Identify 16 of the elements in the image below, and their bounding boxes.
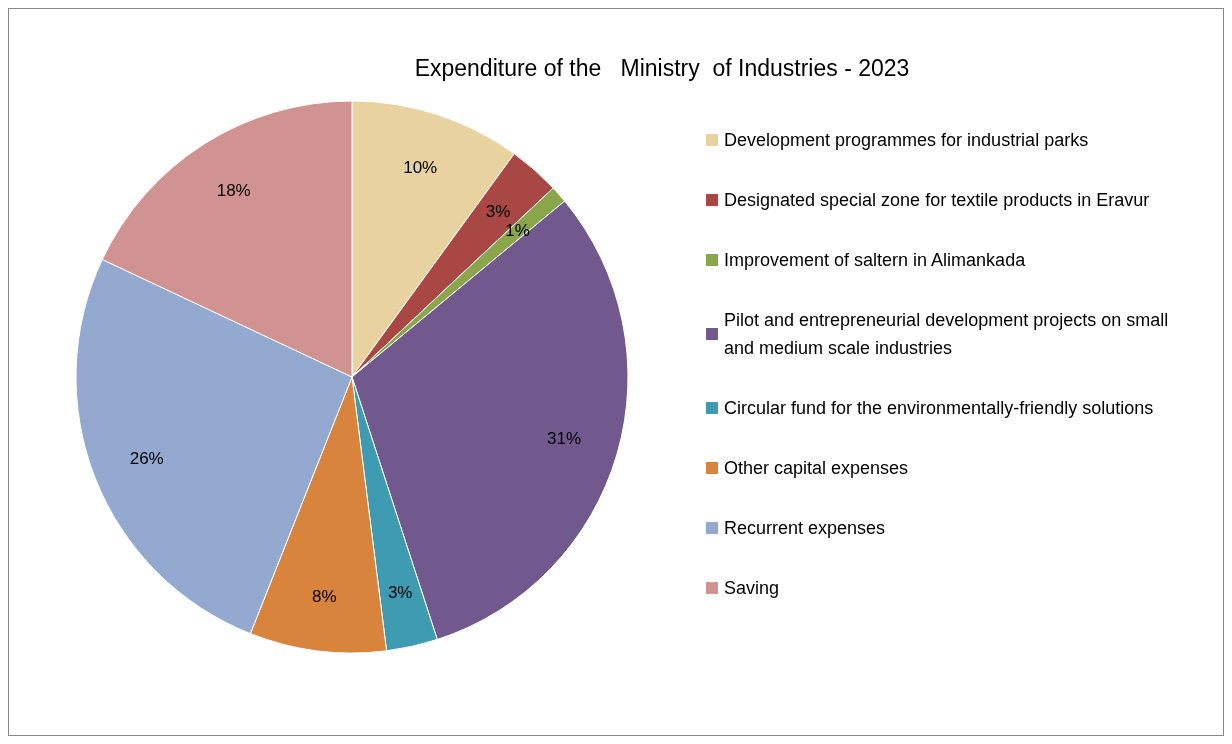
data-label: 10% xyxy=(403,157,438,177)
data-label: 3% xyxy=(387,582,413,602)
legend-label: Development programmes for industrial parks xyxy=(724,130,1089,150)
data-label: 3% xyxy=(485,201,511,221)
legend-label: Improvement of saltern in Alimankada xyxy=(724,250,1027,270)
data-label: 18% xyxy=(216,181,251,201)
data-label: 31% xyxy=(547,429,582,449)
legend-label: Saving xyxy=(724,578,780,598)
chart-title: Expenditure of the Ministry of Industries - 2023 xyxy=(414,54,910,81)
legend-label: Other capital expenses xyxy=(724,458,909,478)
legend-label: Recurrent expenses xyxy=(724,518,886,538)
data-label: 26% xyxy=(129,448,164,468)
legend-label: Circular fund for the environmentally-friendly solutions xyxy=(724,398,1154,418)
legend-label: Pilot and entrepreneurial development projects on small and medium scale industries xyxy=(724,310,1174,358)
legend-label: Designated special zone for textile products in Eravur xyxy=(724,190,1150,210)
data-label: 8% xyxy=(312,586,337,606)
